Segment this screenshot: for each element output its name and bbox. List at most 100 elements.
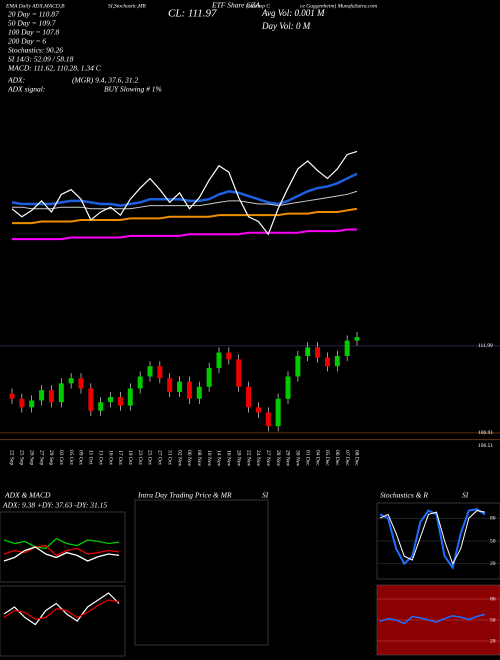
x-tick-label: 14 Nov (216, 450, 222, 467)
candle-body (354, 337, 360, 341)
annotation: SI,Stochastic,MR (108, 3, 147, 9)
adx-line (3, 544, 120, 557)
x-tick-label: 25 Sep (19, 450, 25, 465)
candle-body (58, 383, 64, 403)
annotation: CL: 111.97 (168, 8, 217, 20)
candle-body (29, 400, 35, 408)
x-tick-label: 20 Nov (235, 450, 241, 467)
panel-title: ADX & MACD (4, 491, 51, 500)
y-tick-label: 106.91 (478, 430, 493, 436)
candle-body (78, 378, 84, 389)
ema-line (12, 190, 358, 210)
x-tick-label: 29 Nov (285, 450, 291, 467)
candle-body (177, 381, 183, 392)
x-tick-label: 28 Nov (275, 450, 281, 467)
candle-body (157, 366, 163, 379)
candle-body (19, 398, 25, 408)
x-tick-label: 02 Nov (176, 450, 182, 467)
candle-body (334, 355, 340, 367)
candle-body (236, 359, 242, 387)
y-tick-label: 50 (490, 538, 496, 544)
x-tick-label: 03 Oct (58, 450, 64, 465)
y-tick-label: 20 (490, 638, 496, 644)
x-tick-label: 22 Sep (9, 450, 15, 465)
candle-body (226, 352, 232, 360)
y-tick-label: 106.51 (478, 443, 493, 449)
x-tick-label: 06 Nov (186, 450, 192, 467)
annotation: ADX: 9.38 +DY: 37.63 -DY: 31.15 (2, 501, 107, 510)
x-tick-label: 17 Oct (117, 450, 123, 465)
x-tick-label: 05 Dec (324, 450, 330, 466)
x-tick-label: 01 Dec (304, 450, 310, 466)
x-tick-label: 10 Nov (206, 450, 212, 467)
annotation: ce Guggenheim) MunafaSutra.com (300, 2, 377, 9)
x-tick-label: 29 Sep (48, 450, 54, 465)
x-tick-label: 11 Oct (88, 450, 94, 465)
candle-body (108, 397, 114, 403)
candle-body (48, 390, 54, 403)
x-tick-label: 27 Oct (157, 450, 163, 465)
candle-body (88, 388, 94, 411)
price-line (11, 150, 358, 236)
candle-body (167, 378, 173, 392)
candle-body (295, 355, 301, 377)
candle-body (206, 367, 212, 387)
candle-body (137, 376, 143, 389)
x-tick-label: 24 Nov (255, 450, 261, 467)
x-tick-label: 26 Sep (28, 450, 34, 465)
candle-body (305, 347, 311, 356)
candle-body (196, 386, 202, 399)
annotation: 100 Day = 107.8 (8, 28, 60, 37)
candle-body (186, 381, 192, 399)
annotation: ADX signal: (7, 85, 45, 94)
stoch-line (379, 508, 486, 570)
chart-title: ETF Share CZA (211, 1, 260, 10)
x-tick-label: 06 Dec (334, 450, 340, 466)
x-tick-label: 16 Oct (107, 450, 113, 465)
annotation: 200 Day = 6 (8, 37, 46, 46)
annotation: (Mukrop C (246, 2, 270, 9)
annotation: (MGR) 9.4, 37.6, 31.2 (72, 76, 138, 85)
annotation: EMA Daily ADX,MACD,B (5, 3, 65, 9)
panel (0, 511, 126, 583)
y-tick-label: 80 (490, 596, 496, 602)
x-tick-label: 30 Nov (295, 450, 301, 467)
x-tick-label: 22 Nov (245, 450, 251, 467)
candle-body (9, 393, 15, 399)
x-tick-label: 05 Oct (68, 450, 74, 465)
annotation: 20 Day = 110.87 (8, 10, 59, 19)
candle-body (39, 390, 45, 401)
candle-body (68, 378, 74, 384)
x-tick-label: 23 Oct (137, 450, 143, 465)
candle-body (127, 388, 133, 406)
panel (0, 585, 126, 657)
candle-body (275, 398, 281, 427)
x-tick-label: 16 Nov (226, 450, 232, 467)
annotation: 50 Day = 109.7 (8, 19, 56, 28)
adx-line (3, 537, 120, 550)
y-tick-label: 80 (490, 515, 496, 521)
x-tick-label: 13 Oct (97, 450, 103, 465)
annotation: SI 14/3: 52.09 / 58.18 (8, 55, 74, 64)
y-tick-label: 50 (490, 617, 496, 623)
candle-body (324, 357, 330, 367)
candle-body (315, 347, 321, 358)
adx-line (3, 546, 120, 562)
macd-line (3, 599, 120, 620)
candle-body (344, 340, 350, 356)
annotation: SI (262, 491, 269, 500)
x-tick-label: 27 Sep (38, 450, 44, 465)
candle-body (255, 407, 261, 413)
panel-title: Stochastics & R (380, 491, 428, 500)
x-tick-label: 31 Oct (166, 450, 172, 465)
candle-body (265, 412, 271, 427)
y-tick-label: 111.99 (478, 343, 493, 349)
annotation: MACD: 111.62, 110.28, 1.34 C (7, 64, 102, 73)
candle-body (285, 376, 291, 399)
ema-line (12, 207, 358, 225)
x-tick-label: 04 Dec (314, 450, 320, 466)
x-tick-label: 25 Oct (147, 450, 153, 465)
ema-line (12, 228, 357, 241)
